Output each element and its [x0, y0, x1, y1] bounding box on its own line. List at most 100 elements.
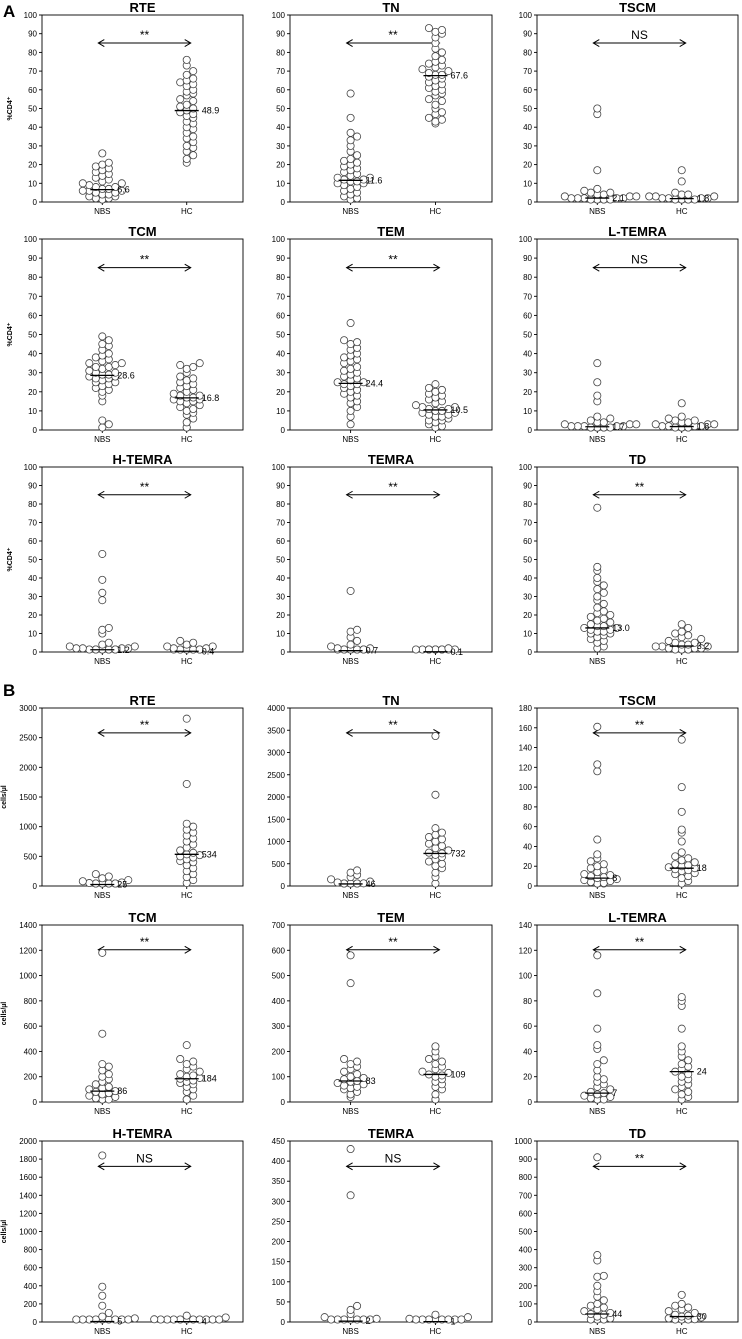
- data-point: [98, 149, 107, 158]
- data-point: [593, 1281, 602, 1290]
- y-tick-label: 60: [523, 537, 532, 546]
- data-point: [182, 364, 191, 373]
- data-point: [599, 588, 608, 597]
- data-point: [677, 1060, 686, 1069]
- data-point: [189, 638, 198, 647]
- arrowhead-left: [345, 728, 353, 737]
- y-tick-label: 90: [276, 482, 285, 491]
- y-tick-label: 200: [519, 1282, 533, 1291]
- data-point: [189, 74, 198, 83]
- data-point: [677, 874, 686, 883]
- data-point: [437, 841, 446, 850]
- data-point: [684, 1303, 693, 1312]
- data-point: [606, 188, 615, 197]
- y-tick-label: 10: [28, 630, 37, 639]
- data-point: [424, 59, 433, 68]
- data-point: [182, 70, 191, 79]
- data-point: [98, 1060, 107, 1069]
- x-category-nbs: NBS: [589, 435, 605, 444]
- data-point: [189, 67, 198, 76]
- chart-b-td: TD 0 100 200 300 400 500 600 700 800 900 1000 NBS HC *…: [514, 1126, 739, 1336]
- y-tick-label: 100: [519, 463, 533, 472]
- data-point: [677, 177, 686, 186]
- x-category-hc: HC: [430, 657, 442, 666]
- y-tick-label: 300: [272, 1022, 286, 1031]
- data-point: [182, 406, 191, 415]
- data-point: [593, 1299, 602, 1308]
- data-point: [599, 614, 608, 623]
- data-point: [437, 406, 446, 415]
- data-point: [431, 732, 440, 741]
- data-point: [98, 625, 107, 634]
- data-point: [104, 362, 113, 371]
- median-label: 1.8: [697, 422, 710, 432]
- y-tick-label: 1500: [19, 793, 37, 802]
- y-tick-label: 0: [528, 1318, 533, 1327]
- x-category-nbs: NBS: [342, 891, 358, 900]
- data-point: [418, 1067, 427, 1076]
- data-point: [182, 154, 191, 163]
- y-tick-label: 50: [523, 105, 532, 114]
- y-tick-label: 120: [519, 763, 533, 772]
- data-point: [671, 860, 680, 869]
- y-tick-label: 2000: [267, 793, 285, 802]
- x-category-nbs: NBS: [94, 207, 110, 216]
- significance-label: **: [140, 718, 150, 732]
- y-tick-label: 0: [528, 648, 533, 657]
- data-point: [176, 78, 185, 87]
- data-point: [182, 376, 191, 385]
- data-point: [424, 95, 433, 104]
- data-point: [437, 55, 446, 64]
- data-point: [677, 1290, 686, 1299]
- data-point: [580, 870, 589, 879]
- y-tick-label: 80: [276, 500, 285, 509]
- data-point: [697, 635, 706, 644]
- y-tick-label: 300: [519, 1264, 533, 1273]
- y-tick-label: 400: [24, 1047, 38, 1056]
- data-point: [431, 387, 440, 396]
- y-tick-label: 500: [272, 860, 286, 869]
- data-point: [340, 380, 349, 389]
- y-tick-label: 90: [28, 254, 37, 263]
- y-tick-label: 20: [523, 388, 532, 397]
- arrowhead-right: [679, 263, 687, 272]
- data-point: [593, 989, 602, 998]
- significance-label: NS: [385, 1151, 402, 1165]
- data-point: [111, 183, 120, 192]
- plot-frame: [536, 1140, 739, 1323]
- y-tick-label: 30: [276, 593, 285, 602]
- data-point: [346, 154, 355, 163]
- plot-frame: [289, 466, 493, 653]
- data-point: [586, 416, 595, 425]
- y-tick-label: 100: [519, 783, 533, 792]
- y-tick-label: 80: [523, 48, 532, 57]
- arrowhead-right: [433, 1162, 441, 1171]
- data-point: [606, 1308, 615, 1317]
- y-tick-label: 60: [523, 311, 532, 320]
- data-point: [580, 1307, 589, 1316]
- median-label: 86: [117, 1086, 127, 1096]
- y-tick-label: 800: [24, 1246, 38, 1255]
- median-label: 1.2: [117, 645, 130, 655]
- median-label: 67.6: [450, 71, 468, 81]
- data-point: [677, 993, 686, 1002]
- y-tick-label: 600: [24, 1264, 38, 1273]
- data-point: [431, 52, 440, 61]
- data-point: [91, 870, 100, 879]
- y-tick-label: 80: [523, 803, 532, 812]
- arrowhead-left: [97, 1162, 105, 1171]
- plot-frame: [41, 1140, 244, 1323]
- x-category-hc: HC: [676, 891, 688, 900]
- data-point: [593, 850, 602, 859]
- y-tick-label: 40: [28, 574, 37, 583]
- chart-b-l-temra: L-TEMRA 0 20 40 60 80 100 120 140 NBS HC ** 7 24: [519, 910, 739, 1116]
- data-point: [104, 1082, 113, 1091]
- data-point: [593, 359, 602, 368]
- data-point: [431, 824, 440, 833]
- data-point: [424, 113, 433, 122]
- y-tick-label: 30: [28, 142, 37, 151]
- data-point: [340, 645, 349, 654]
- data-point: [98, 1029, 107, 1038]
- data-point: [664, 636, 673, 645]
- data-point: [353, 636, 362, 645]
